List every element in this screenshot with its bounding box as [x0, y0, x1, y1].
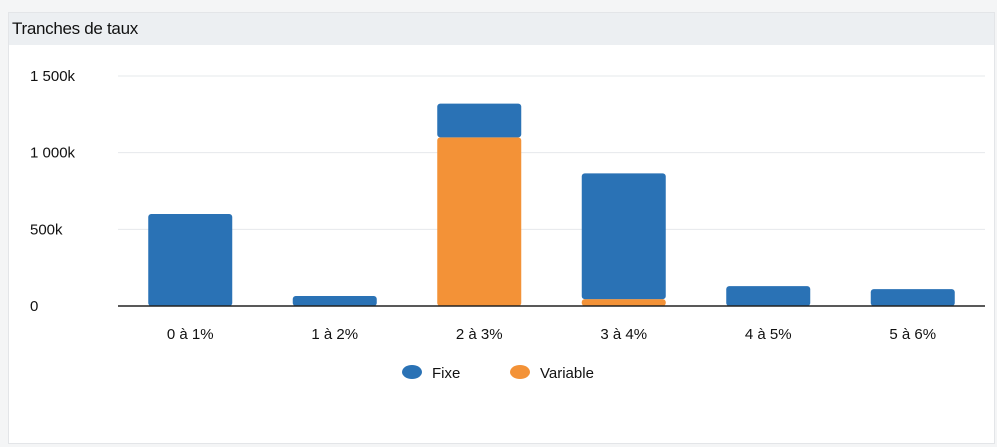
bar-fixe[interactable] — [726, 286, 811, 306]
x-tick-label: 5 à 6% — [889, 326, 936, 343]
bar-fixe[interactable] — [437, 103, 522, 138]
y-tick-label: 500k — [30, 221, 63, 238]
bars — [148, 103, 955, 306]
x-tick-label: 3 à 4% — [600, 326, 647, 343]
bar-fixe[interactable] — [148, 214, 233, 306]
x-tick-label: 1 à 2% — [311, 326, 358, 343]
x-tick-label: 4 à 5% — [745, 326, 792, 343]
legend-item-variable[interactable]: Variable — [510, 365, 594, 382]
y-tick-label: 1 000k — [30, 145, 76, 162]
chart-title: Tranches de taux — [12, 19, 138, 38]
bar-fixe[interactable] — [870, 289, 955, 306]
x-axis: 0 à 1% 1 à 2% 2 à 3% 3 à 4% 4 à 5% 5 à 6% — [167, 326, 936, 343]
bar-variable[interactable] — [437, 137, 522, 306]
legend-marker — [402, 365, 422, 379]
bar-variable[interactable] — [581, 299, 666, 306]
x-tick-label: 2 à 3% — [456, 326, 503, 343]
bar-fixe[interactable] — [581, 173, 666, 300]
y-tick-label: 0 — [30, 298, 38, 315]
legend-marker — [510, 365, 530, 379]
y-tick-label: 1 500k — [30, 68, 76, 85]
legend[interactable]: Fixe Variable — [402, 365, 594, 382]
legend-item-fixe[interactable]: Fixe — [402, 365, 460, 382]
title-bar: Tranches de taux — [9, 13, 994, 45]
bar-fixe[interactable] — [292, 296, 377, 306]
legend-label: Variable — [540, 365, 594, 382]
grid-lines — [118, 75, 985, 230]
x-tick-label: 0 à 1% — [167, 326, 214, 343]
y-axis: 0 500k 1 000k 1 500k — [30, 68, 76, 315]
legend-label: Fixe — [432, 365, 460, 382]
